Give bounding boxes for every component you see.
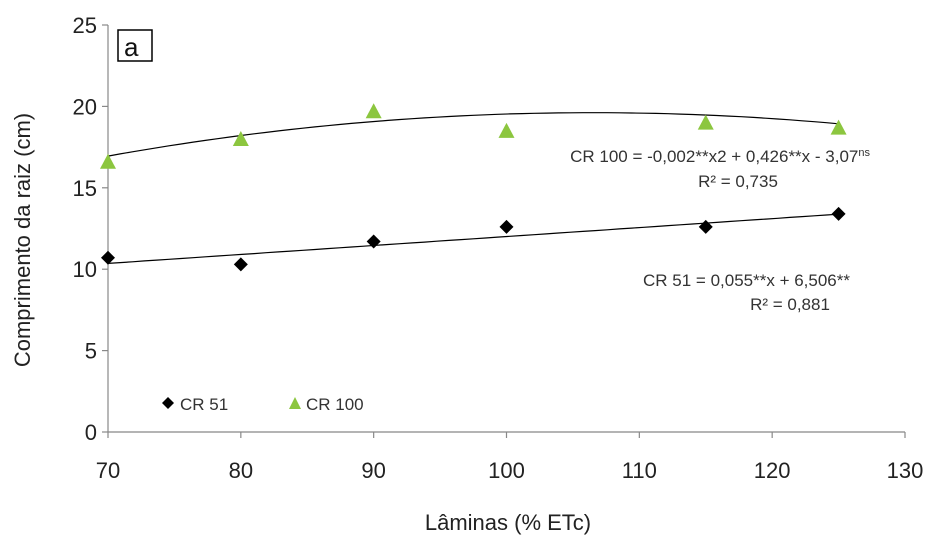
axes: 0 5 10 15 20 25 70 80 90 100 110 120 130 (73, 13, 924, 483)
cr100-equation-sup: ns (858, 147, 870, 159)
x-tick-label: 90 (361, 458, 385, 483)
data-point-cr100 (830, 119, 847, 135)
y-tick-label: 25 (73, 13, 97, 38)
data-point-cr100 (498, 122, 515, 138)
data-markers (100, 103, 847, 272)
trendline-cr51 (107, 213, 839, 264)
x-tick-label: 130 (887, 458, 924, 483)
cr100-equation: CR 100 = -0,002**x2 + 0,426**x - 3,07ns (570, 147, 870, 166)
y-tick-label: 0 (85, 420, 97, 445)
cr51-r2: R² = 0,881 (750, 295, 830, 314)
data-point-cr100 (100, 153, 116, 169)
legend-marker-cr100 (289, 397, 301, 409)
x-axis-title: Lâminas (% ETc) (425, 510, 591, 535)
legend-label-cr100: CR 100 (306, 395, 364, 414)
legend-label-cr51: CR 51 (180, 395, 228, 414)
x-tick-label: 80 (229, 458, 253, 483)
x-tick-label: 70 (96, 458, 120, 483)
trend-lines (107, 112, 839, 264)
data-point-cr100 (365, 103, 382, 119)
y-axis-title: Comprimento da raiz (cm) (10, 113, 35, 367)
data-point-cr100 (697, 114, 714, 130)
legend-marker-cr51 (162, 397, 174, 409)
x-tick-label: 110 (622, 458, 657, 483)
cr100-equation-main: CR 100 = -0,002**x2 + 0,426**x - 3,07 (570, 147, 858, 166)
y-tick-label: 20 (73, 94, 97, 119)
y-tick-label: 15 (73, 176, 97, 201)
x-tick-label: 100 (488, 458, 525, 483)
legend: CR 51 CR 100 (162, 395, 364, 414)
cr51-equation: CR 51 = 0,055**x + 6,506** (643, 271, 850, 290)
data-point-cr51 (101, 250, 115, 265)
x-tick-label: 120 (754, 458, 791, 483)
data-point-cr51 (499, 219, 514, 234)
y-tick-label: 10 (73, 257, 97, 282)
data-point-cr51 (233, 257, 248, 272)
data-point-cr100 (232, 130, 249, 146)
data-point-cr51 (698, 219, 713, 234)
cr100-r2: R² = 0,735 (698, 172, 778, 191)
data-point-cr51 (831, 206, 846, 221)
trendline-cr100 (107, 112, 839, 157)
panel-label: a (124, 32, 139, 62)
data-point-cr51 (366, 234, 381, 249)
panel-label-box (117, 29, 153, 62)
y-tick-label: 5 (85, 339, 97, 364)
